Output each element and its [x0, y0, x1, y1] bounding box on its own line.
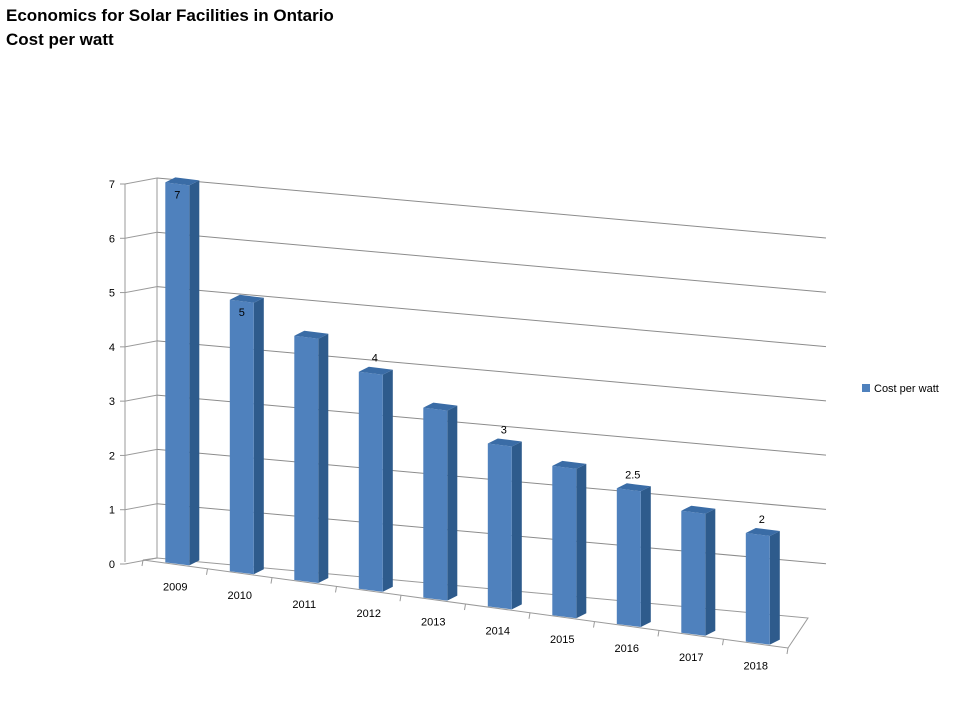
y-tick-label: 7 [109, 179, 115, 191]
x-tick-label: 2013 [421, 617, 445, 629]
bar-side [511, 441, 522, 610]
chart-walls [124, 177, 809, 649]
x-tick-mark [399, 595, 402, 602]
bar-top [681, 505, 716, 514]
bar-2016 [616, 483, 651, 627]
bar-front [616, 488, 641, 627]
y-tick-label: 2 [109, 450, 115, 462]
legend-label: Cost per watt [874, 383, 939, 395]
x-tick-label: 2014 [486, 625, 510, 637]
bar-front [745, 533, 770, 645]
side-wall-line [124, 340, 158, 348]
bar-2011 [294, 330, 329, 583]
x-tick-mark [786, 647, 789, 655]
bar-top [423, 402, 458, 411]
x-tick-label: 2009 [163, 581, 187, 593]
data-label: 4 [372, 353, 378, 365]
bar-side [447, 405, 458, 601]
bar-side [640, 486, 651, 627]
bar-2017 [681, 505, 716, 636]
x-tick-mark [141, 559, 144, 567]
gridline [156, 286, 827, 348]
y-tick-label: 1 [109, 505, 115, 517]
x-tick-mark [335, 586, 337, 593]
x-tick-mark [528, 612, 531, 619]
chart-bars: 7 5 4 3 2.5 2 [165, 177, 780, 645]
data-label: 2 [759, 514, 765, 526]
bar-2013 [423, 402, 458, 601]
x-tick-label: 2011 [292, 599, 316, 611]
bar-side [705, 508, 716, 636]
side-wall-line [124, 394, 158, 402]
data-label: 3 [501, 425, 507, 437]
x-tick-label: 2018 [744, 661, 768, 673]
bar-side [189, 180, 200, 566]
side-wall-line [124, 286, 158, 294]
x-tick-mark [593, 621, 595, 628]
bar-front [487, 443, 512, 610]
x-tick-label: 2012 [357, 608, 381, 620]
bar-top [616, 483, 651, 492]
side-wall-line [124, 177, 158, 185]
bar-front [229, 299, 254, 575]
bar-front [423, 407, 448, 601]
side-wall-line [124, 231, 158, 239]
y-axis-ticks: 0 1 2 3 4 5 6 7 [109, 179, 125, 571]
chart-title-line-1: Economics for Solar Facilities in Ontari… [6, 6, 334, 25]
side-wall-line [124, 557, 158, 565]
bar-front [552, 465, 577, 619]
gridline [156, 177, 827, 239]
chart-title-line-2: Cost per watt [6, 30, 114, 49]
bar-top [358, 366, 393, 375]
bar-top [294, 330, 329, 339]
x-tick-mark [270, 577, 273, 584]
bar-front [681, 510, 706, 636]
legend: Cost per watt [862, 383, 939, 395]
x-tick-mark [657, 630, 660, 637]
x-tick-label: 2017 [679, 652, 703, 664]
x-axis-labels: 2009 2010 2011 2012 2013 2014 2015 2016 2017 2018 [141, 559, 789, 673]
gridline [156, 394, 827, 456]
x-tick-mark [722, 639, 724, 646]
gridline [156, 340, 827, 402]
x-tick-label: 2015 [550, 634, 574, 646]
x-tick-mark [206, 568, 208, 575]
data-label: 5 [239, 307, 245, 319]
bar-2018 [745, 528, 780, 645]
bar-front [294, 335, 319, 583]
y-tick-label: 5 [109, 288, 115, 300]
y-tick-label: 3 [109, 396, 115, 408]
gridline [156, 231, 827, 293]
bar-side [769, 531, 780, 645]
bar-top [229, 294, 264, 303]
bar-side [318, 333, 329, 583]
y-tick-label: 0 [109, 559, 115, 571]
bar-side [576, 463, 587, 619]
y-tick-label: 6 [109, 233, 115, 245]
bar-2009 [165, 177, 200, 566]
bar-top [165, 177, 200, 186]
x-tick-label: 2016 [615, 643, 639, 655]
y-tick-label: 4 [109, 342, 115, 354]
chart-title: Economics for Solar Facilities in Ontari… [6, 4, 334, 52]
bar-front [358, 371, 383, 592]
bar-side [253, 297, 264, 575]
side-wall-line [124, 503, 158, 511]
data-label: 2.5 [625, 469, 640, 481]
x-tick-label: 2010 [228, 590, 252, 602]
side-wall-line [124, 448, 158, 456]
bar-2012 [358, 366, 393, 592]
bar-top [552, 460, 587, 469]
bar-2014 [487, 438, 522, 610]
bar-top [487, 438, 522, 447]
bar-front [165, 182, 190, 566]
bar-2015 [552, 460, 587, 619]
data-label: 7 [174, 189, 180, 201]
x-tick-mark [464, 603, 466, 611]
bar-top [745, 528, 780, 536]
bar-2010 [229, 294, 264, 575]
legend-swatch [862, 384, 870, 392]
bar-side [382, 369, 393, 592]
